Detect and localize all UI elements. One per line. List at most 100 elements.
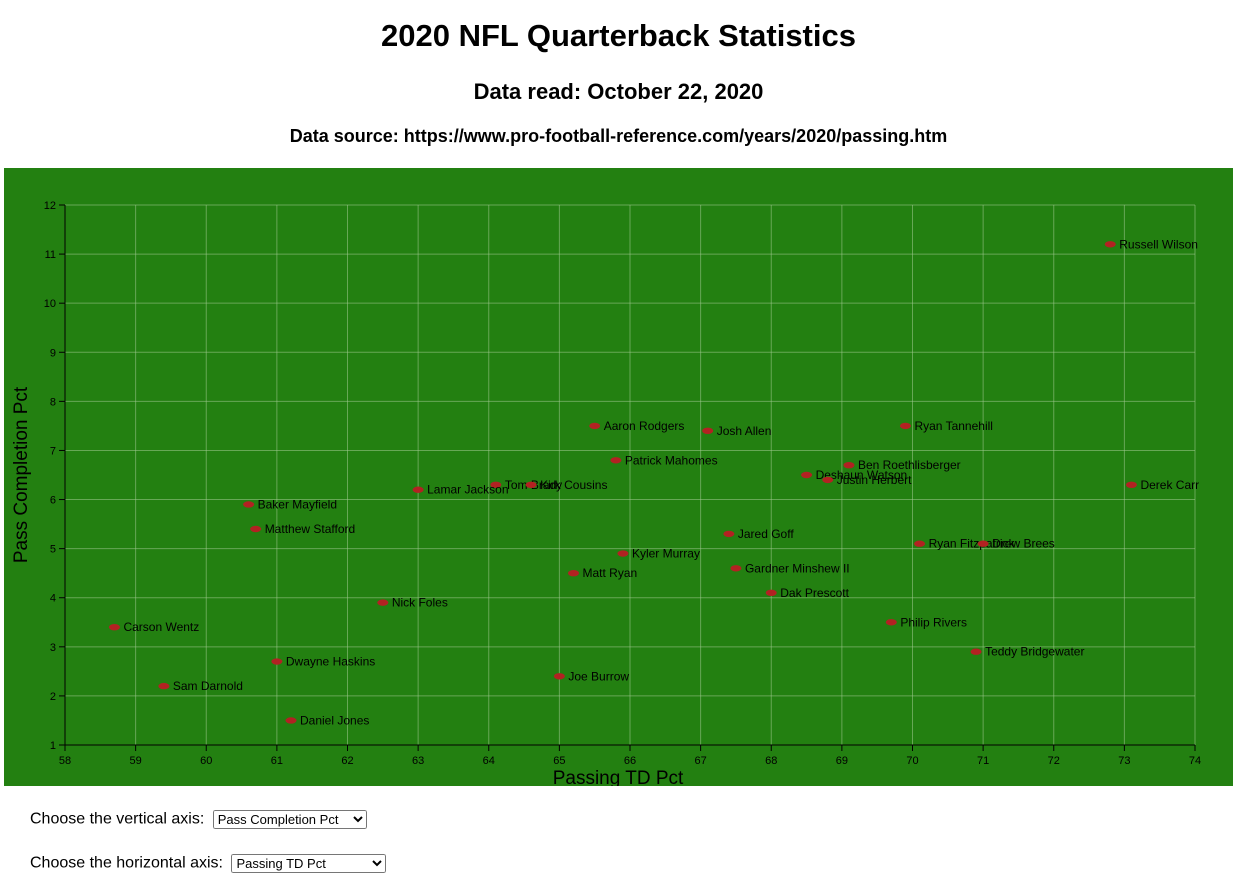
x-tick: 66 xyxy=(624,745,636,767)
qb-point[interactable]: Ben Roethlisberger xyxy=(843,458,961,472)
qb-point[interactable]: Daniel Jones xyxy=(285,713,370,727)
y-tick-label: 5 xyxy=(50,544,56,556)
point-marker[interactable] xyxy=(702,427,714,435)
qb-point[interactable]: Dak Prescott xyxy=(765,586,850,600)
y-tick: 5 xyxy=(50,544,65,556)
y-tick: 4 xyxy=(50,593,65,605)
qb-point[interactable]: Josh Allen xyxy=(702,424,771,438)
qb-point[interactable]: Kirk Cousins xyxy=(525,478,608,492)
point-marker[interactable] xyxy=(568,569,579,577)
qb-point[interactable]: Carson Wentz xyxy=(108,620,199,634)
point-marker[interactable] xyxy=(970,648,982,655)
point-label: Daniel Jones xyxy=(300,713,369,727)
qb-point[interactable]: Philip Rivers xyxy=(885,615,967,629)
qb-point[interactable]: Dwayne Haskins xyxy=(271,655,375,669)
point-marker[interactable] xyxy=(525,481,537,489)
point-marker[interactable] xyxy=(1104,241,1116,248)
point-marker[interactable] xyxy=(843,461,855,469)
point-label: Kyler Murray xyxy=(632,547,700,561)
point-marker[interactable] xyxy=(914,540,926,547)
point-marker[interactable] xyxy=(412,486,424,493)
point-label: Philip Rivers xyxy=(900,615,967,629)
x-tick: 71 xyxy=(977,745,989,767)
y-tick: 12 xyxy=(44,200,65,212)
x-tick-label: 62 xyxy=(341,755,353,767)
qb-point[interactable]: Joe Burrow xyxy=(553,669,630,683)
x-tick-label: 59 xyxy=(130,755,142,767)
horizontal-axis-select[interactable]: Passing TD Pct xyxy=(231,854,387,873)
y-tick-label: 3 xyxy=(50,642,56,654)
x-tick-label: 64 xyxy=(483,755,495,767)
point-label: Derek Carr xyxy=(1140,478,1199,492)
grid-lines xyxy=(65,204,1196,745)
x-tick: 61 xyxy=(271,745,283,767)
qb-point[interactable]: Gardner Minshew II xyxy=(730,561,850,575)
x-tick-label: 70 xyxy=(906,755,918,767)
y-tick: 3 xyxy=(50,642,65,654)
point-marker[interactable] xyxy=(617,550,629,557)
point-marker[interactable] xyxy=(1125,481,1137,489)
point-marker[interactable] xyxy=(271,658,283,665)
horizontal-axis-label: Choose the horizontal axis: xyxy=(30,854,223,872)
point-marker[interactable] xyxy=(899,422,911,430)
point-label: Deshaun Watson xyxy=(816,468,908,482)
qb-point[interactable]: Kyler Murray xyxy=(617,547,700,561)
x-tick: 64 xyxy=(483,745,495,767)
scatter-chart: 58 59 60 61 62 63 64 65 66 67 68 69 70 71 72 73 74 12345… xyxy=(4,168,1233,786)
y-tick: 11 xyxy=(45,249,65,261)
y-tick-label: 1 xyxy=(50,740,56,752)
x-tick: 60 xyxy=(200,745,212,767)
qb-point[interactable]: Baker Mayfield xyxy=(243,497,337,511)
point-marker[interactable] xyxy=(730,565,742,572)
point-marker[interactable] xyxy=(822,476,834,484)
x-axis: 58 59 60 61 62 63 64 65 66 67 68 69 70 71 72 73 74 xyxy=(59,744,1201,767)
point-marker[interactable] xyxy=(723,530,735,538)
point-label: Patrick Mahomes xyxy=(625,453,718,467)
qb-point[interactable]: Sam Darnold xyxy=(158,679,243,693)
qb-point[interactable]: Ryan Tannehill xyxy=(899,419,993,433)
point-marker[interactable] xyxy=(250,525,262,533)
point-marker[interactable] xyxy=(553,673,565,680)
y-tick: 10 xyxy=(44,298,65,310)
point-marker[interactable] xyxy=(377,599,389,606)
vertical-axis-select[interactable]: Pass Completion Pct xyxy=(212,810,367,829)
qb-point[interactable]: Jared Goff xyxy=(723,527,794,541)
point-marker[interactable] xyxy=(490,481,502,489)
plot-background xyxy=(4,168,1233,786)
y-tick: 8 xyxy=(50,396,65,408)
qb-point[interactable]: Nick Foles xyxy=(377,596,448,610)
qb-point[interactable]: Ryan Fitzpatrick xyxy=(914,537,1016,551)
qb-point[interactable]: Matt Ryan xyxy=(568,566,637,580)
point-marker[interactable] xyxy=(801,471,813,479)
x-tick: 70 xyxy=(906,745,919,767)
point-marker[interactable] xyxy=(885,619,897,626)
point-marker[interactable] xyxy=(108,623,120,631)
qb-point[interactable]: Matthew Stafford xyxy=(250,522,355,536)
point-label: Drew Brees xyxy=(992,537,1055,551)
point-marker[interactable] xyxy=(285,717,297,724)
x-tick-label: 67 xyxy=(695,755,707,767)
point-marker[interactable] xyxy=(243,501,255,508)
qb-point[interactable]: Patrick Mahomes xyxy=(610,453,718,467)
qb-point[interactable]: Teddy Bridgewater xyxy=(970,645,1085,659)
x-tick-label: 60 xyxy=(200,755,212,767)
qb-point[interactable]: Justin Herbert xyxy=(822,473,912,487)
qb-point[interactable]: Drew Brees xyxy=(977,537,1055,551)
x-tick-label: 68 xyxy=(765,755,777,767)
qb-point[interactable]: Deshaun Watson xyxy=(801,468,907,482)
point-marker[interactable] xyxy=(765,589,777,597)
point-marker[interactable] xyxy=(589,422,601,430)
x-tick-label: 63 xyxy=(412,755,424,767)
point-marker[interactable] xyxy=(977,540,989,547)
qb-point[interactable]: Aaron Rodgers xyxy=(589,419,684,433)
point-marker[interactable] xyxy=(610,457,622,464)
qb-point[interactable]: Lamar Jackson xyxy=(412,483,509,497)
point-label: Matthew Stafford xyxy=(265,522,356,536)
x-tick: 63 xyxy=(412,745,424,767)
x-tick: 72 xyxy=(1048,745,1060,767)
point-marker[interactable] xyxy=(158,682,170,690)
qb-point[interactable]: Russell Wilson xyxy=(1104,237,1198,251)
qb-point[interactable]: Derek Carr xyxy=(1125,478,1199,492)
x-tick-label: 74 xyxy=(1189,755,1201,767)
